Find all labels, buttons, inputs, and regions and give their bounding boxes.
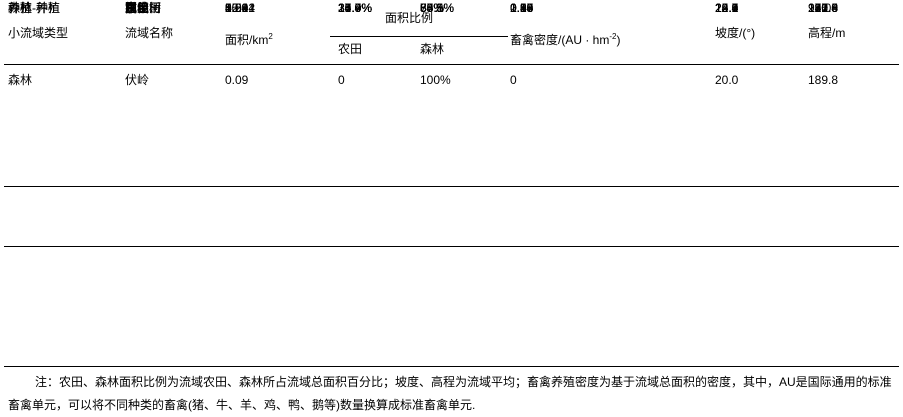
cell: 25.0 bbox=[715, 1, 739, 15]
cell: 0.59 bbox=[225, 1, 249, 15]
cell: 68% bbox=[420, 1, 445, 15]
cell: 东山桥 bbox=[125, 1, 162, 15]
cell: 团结 bbox=[125, 1, 150, 15]
cell: 121.6 bbox=[808, 1, 839, 15]
cell: 20.0 bbox=[715, 73, 739, 87]
cell: 189.8 bbox=[808, 73, 839, 87]
cell: 4.08 bbox=[225, 1, 249, 15]
group-type: 森林 bbox=[8, 73, 33, 87]
header-cell: 面积/km2 bbox=[225, 29, 273, 48]
cell: 2.66 bbox=[510, 1, 534, 15]
cell: 0.33 bbox=[510, 1, 534, 15]
cell: 军民 bbox=[125, 1, 150, 15]
cell: 25.6 bbox=[715, 1, 739, 15]
group-type: 种植-养殖 bbox=[8, 1, 60, 15]
cell: 2.64 bbox=[225, 1, 249, 15]
cell: 3.00 bbox=[225, 1, 249, 15]
cell: 0.09 bbox=[225, 73, 249, 87]
header-cell: 流域名称 bbox=[125, 26, 174, 40]
cell: 0 bbox=[338, 73, 345, 87]
cell: 52.12 bbox=[225, 1, 256, 15]
cell: 170.9 bbox=[808, 1, 839, 15]
cell: 191.6 bbox=[808, 1, 839, 15]
cell: 1.20 bbox=[510, 1, 534, 15]
header-cell: 坡度/(°) bbox=[715, 26, 756, 40]
header-text: 畜禽密度/(AU · hm bbox=[510, 33, 610, 47]
cell: 水坝 bbox=[125, 1, 150, 15]
cell: 脱甲河 bbox=[125, 1, 162, 15]
cell: 85% bbox=[420, 1, 445, 15]
cell: 伏岭 bbox=[125, 73, 150, 87]
cell: 1.53 bbox=[225, 1, 249, 15]
cell: 16.9% bbox=[338, 1, 373, 15]
cell: 拔毛田 bbox=[125, 1, 162, 15]
cell: 55% bbox=[420, 1, 445, 15]
cell: 24.4% bbox=[338, 1, 373, 15]
cell: 77.3% bbox=[420, 1, 455, 15]
cell: 25.91 bbox=[225, 1, 256, 15]
rule bbox=[4, 366, 899, 367]
cell: 12.1 bbox=[715, 1, 739, 15]
cell: 0.13 bbox=[510, 1, 534, 15]
header-cell: 森林 bbox=[420, 42, 445, 56]
cell: 观佳 bbox=[125, 1, 150, 15]
cell: 10.0% bbox=[338, 1, 373, 15]
cell: 120.8 bbox=[808, 1, 839, 15]
cell: 25.0% bbox=[338, 1, 373, 15]
cell: 167.4 bbox=[808, 1, 839, 15]
cell: 18.5% bbox=[338, 1, 373, 15]
header-cell: 小流域类型 bbox=[8, 26, 69, 40]
rule bbox=[4, 64, 899, 65]
note: 注：农田、森林面积比例为流域农田、森林所占流域总面积百分比；坡度、高程为流域平均… bbox=[8, 375, 892, 412]
cell: 212.5 bbox=[808, 1, 839, 15]
cell: 50.24 bbox=[225, 1, 256, 15]
cell: 22.9 bbox=[715, 1, 739, 15]
cell: 27.0% bbox=[338, 1, 373, 15]
cell: 涧山 bbox=[125, 1, 150, 15]
cell: 12.4 bbox=[715, 1, 739, 15]
header-text: 面积/km bbox=[225, 33, 269, 47]
cell: 100% bbox=[420, 73, 451, 87]
rule bbox=[4, 246, 899, 247]
rule bbox=[330, 36, 508, 37]
cell: 0 bbox=[510, 73, 517, 87]
cell: 14.0% bbox=[338, 1, 373, 15]
cell: 16.2 bbox=[715, 1, 739, 15]
cell: 1.37 bbox=[510, 1, 534, 15]
header-text: ) bbox=[616, 33, 621, 47]
cell: 14.1 bbox=[715, 1, 739, 15]
cell: 180.0 bbox=[808, 1, 839, 15]
cell: 1.55 bbox=[510, 1, 534, 15]
rule bbox=[4, 186, 899, 187]
cell: 94.0 bbox=[808, 1, 832, 15]
group-type: 森林-种植 bbox=[8, 1, 60, 15]
cell: 58.5% bbox=[420, 1, 455, 15]
header-cell: 面积比例 bbox=[385, 11, 434, 25]
cell: 惠农 bbox=[125, 1, 150, 15]
cell: 66% bbox=[420, 1, 445, 15]
cell: 1.94 bbox=[510, 1, 534, 15]
cell: 135.0 bbox=[808, 1, 839, 15]
cell: 19.3 bbox=[715, 1, 739, 15]
cell: 84% bbox=[420, 1, 445, 15]
cell: 0.36 bbox=[510, 1, 534, 15]
header-sup: -2 bbox=[609, 32, 617, 41]
cell: 80.1% bbox=[420, 1, 455, 15]
cell: 31.7% bbox=[338, 1, 373, 15]
cell: 5.24 bbox=[225, 1, 249, 15]
header-cell: 农田 bbox=[338, 42, 363, 56]
header-cell: 高程/m bbox=[808, 26, 846, 40]
cell: 25.7 bbox=[715, 1, 739, 15]
group-type: 养殖 bbox=[8, 1, 33, 15]
cell: 0.49 bbox=[510, 1, 534, 15]
cell: 37.0% bbox=[338, 1, 373, 15]
header-cell: 畜禽密度/(AU · hm-2) bbox=[510, 29, 620, 48]
cell: 63.8% bbox=[420, 1, 455, 15]
header-sup: 2 bbox=[268, 32, 273, 41]
